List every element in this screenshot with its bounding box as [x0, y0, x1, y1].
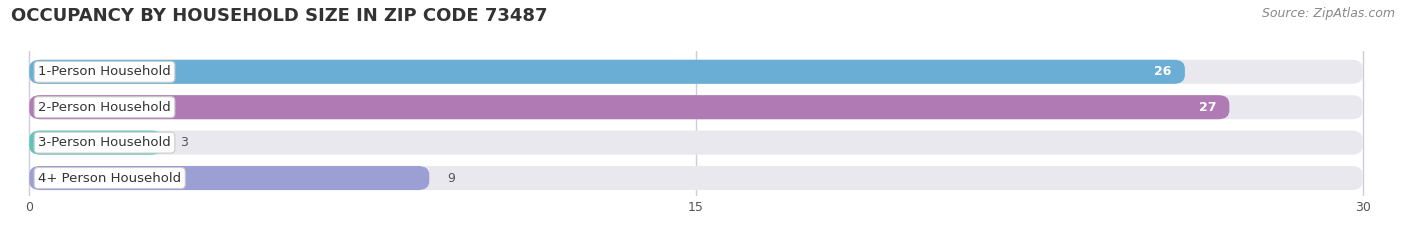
Text: 1-Person Household: 1-Person Household: [38, 65, 172, 78]
FancyBboxPatch shape: [30, 130, 163, 155]
Text: 4+ Person Household: 4+ Person Household: [38, 171, 181, 185]
Text: 3: 3: [180, 136, 188, 149]
Text: 2-Person Household: 2-Person Household: [38, 101, 172, 114]
FancyBboxPatch shape: [30, 60, 1362, 84]
FancyBboxPatch shape: [30, 95, 1362, 119]
FancyBboxPatch shape: [30, 95, 1229, 119]
FancyBboxPatch shape: [30, 60, 1185, 84]
Text: Source: ZipAtlas.com: Source: ZipAtlas.com: [1261, 7, 1395, 20]
FancyBboxPatch shape: [30, 166, 429, 190]
Text: 9: 9: [447, 171, 456, 185]
FancyBboxPatch shape: [30, 130, 1362, 155]
Text: OCCUPANCY BY HOUSEHOLD SIZE IN ZIP CODE 73487: OCCUPANCY BY HOUSEHOLD SIZE IN ZIP CODE …: [11, 7, 548, 25]
FancyBboxPatch shape: [30, 166, 1362, 190]
Text: 26: 26: [1154, 65, 1171, 78]
Text: 27: 27: [1198, 101, 1216, 114]
Text: 3-Person Household: 3-Person Household: [38, 136, 172, 149]
